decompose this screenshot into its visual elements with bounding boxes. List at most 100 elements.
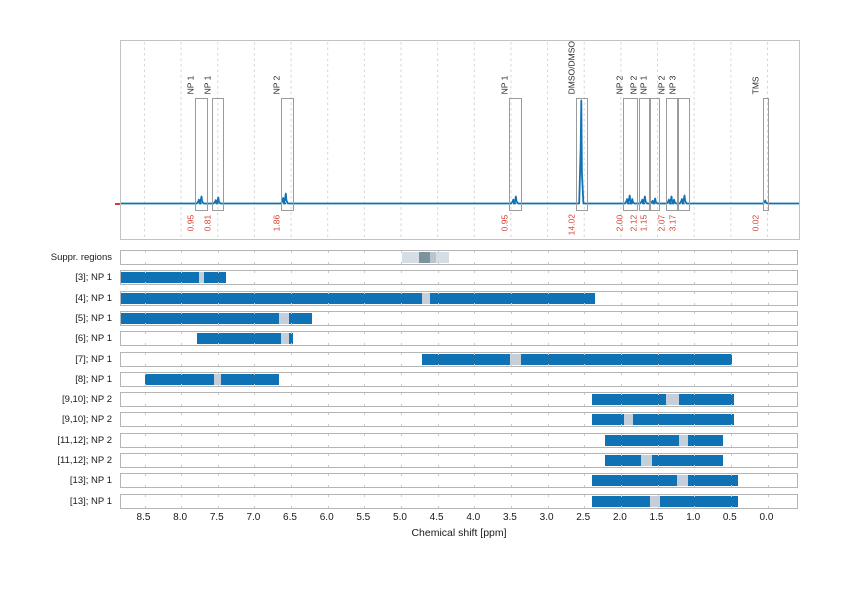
row-grid-tick [437, 322, 439, 325]
row-grid-tick [217, 251, 219, 253]
row-grid-tick [620, 262, 622, 264]
row-grid-tick [364, 363, 366, 366]
row-grid-tick [767, 271, 769, 274]
row-grid-tick [584, 494, 586, 497]
peak-gap [214, 373, 222, 385]
row-grid-tick [620, 413, 622, 416]
row-grid-tick [767, 505, 769, 508]
row-label: [11,12]; NP 2 [57, 434, 112, 446]
region-bar [121, 312, 280, 324]
row-grid-tick [144, 332, 146, 335]
suppressed-region [430, 252, 437, 263]
row-grid-tick [291, 291, 292, 294]
x-tick-label: 5.0 [393, 512, 407, 523]
row-grid-tick [437, 363, 439, 366]
row-grid-tick [181, 322, 183, 325]
row-grid-tick [217, 372, 219, 375]
row-grid-tick [401, 291, 402, 294]
row-grid-tick [181, 444, 183, 447]
row-grid-tick [217, 271, 219, 274]
x-tick-label: 6.0 [319, 512, 334, 523]
row-grid-tick [584, 332, 586, 335]
row-grid-tick [620, 485, 622, 488]
row-grid-tick [217, 413, 219, 416]
row-grid-tick [254, 311, 256, 314]
row-grid-tick [547, 413, 549, 416]
row-grid-tick [437, 311, 439, 314]
row-grid-tick [217, 465, 219, 467]
row-grid-tick [217, 424, 219, 427]
row-grid-tick [364, 311, 366, 314]
x-tick-label: 1.0 [686, 512, 701, 523]
row-grid-tick [144, 383, 146, 386]
row-grid-tick [474, 505, 476, 508]
row-grid-tick [730, 262, 732, 264]
row-grid-tick [584, 363, 586, 366]
row-grid-tick [364, 343, 366, 346]
row-grid-tick [584, 372, 586, 375]
row-grid-tick [547, 485, 549, 488]
row-grid-tick [584, 383, 586, 386]
row-grid-tick [694, 343, 696, 346]
row-grid-tick [730, 291, 732, 294]
row-grid-tick [620, 372, 622, 375]
row-grid-tick [547, 302, 549, 305]
row-grid-tick [694, 322, 696, 325]
row-grid-tick [474, 332, 476, 335]
row-grid-tick [181, 363, 183, 366]
row-grid-tick [547, 332, 549, 335]
row-grid-tick [510, 505, 512, 508]
row-grid-tick [364, 433, 366, 436]
region-bar [651, 455, 724, 466]
row-grid-tick [474, 383, 476, 386]
row-grid-tick [547, 393, 549, 396]
row-grid-tick [144, 424, 146, 427]
row-grid-tick [474, 311, 476, 314]
row-grid-tick [327, 363, 329, 366]
row-grid-tick [694, 291, 696, 294]
row-grid-tick [547, 291, 549, 294]
row-grid-tick [254, 413, 256, 416]
row-grid-tick [730, 282, 732, 285]
row-grid-tick [217, 352, 219, 355]
row-grid-tick [327, 424, 329, 427]
integral-value: 1.15 [638, 214, 649, 232]
x-tick-label: 3.5 [502, 512, 517, 523]
row-grid-tick [694, 494, 696, 497]
spectrum-trace [121, 99, 799, 205]
row-grid-tick [694, 262, 696, 264]
baseline-zero-tick [115, 202, 120, 205]
row-grid-tick [364, 404, 366, 407]
row-grid-tick [730, 424, 732, 427]
row-grid-tick [181, 352, 183, 355]
row-grid-tick [437, 352, 439, 355]
row-grid-tick [694, 332, 696, 335]
row-track [120, 290, 798, 306]
row-grid-tick [401, 262, 402, 264]
row-label: [7]; NP 1 [75, 353, 112, 365]
row-grid-tick [291, 282, 292, 285]
row-grid-tick [401, 404, 402, 407]
row-label: [13]; NP 1 [69, 495, 112, 507]
row-grid-tick [730, 332, 732, 335]
row-grid-tick [217, 262, 219, 264]
row-grid-tick [327, 454, 329, 456]
row-grid-tick [144, 291, 146, 294]
row-grid-tick [291, 474, 292, 477]
row-grid-tick [437, 404, 439, 407]
row-grid-tick [767, 424, 769, 427]
row-grid-tick [730, 322, 732, 325]
row-grid-tick [327, 372, 329, 375]
row-grid-tick [620, 404, 622, 407]
row-grid-tick [584, 251, 586, 253]
row-grid-tick [730, 311, 732, 314]
row-grid-tick [254, 302, 256, 305]
row-grid-tick [620, 302, 622, 305]
row-grid-tick [657, 363, 659, 366]
row-grid-tick [657, 372, 659, 375]
row-grid-tick [254, 454, 256, 456]
integral-box [195, 98, 208, 211]
peak-gap [650, 495, 660, 507]
row-label: [11,12]; NP 2 [57, 455, 112, 466]
row-grid-tick [291, 393, 292, 396]
